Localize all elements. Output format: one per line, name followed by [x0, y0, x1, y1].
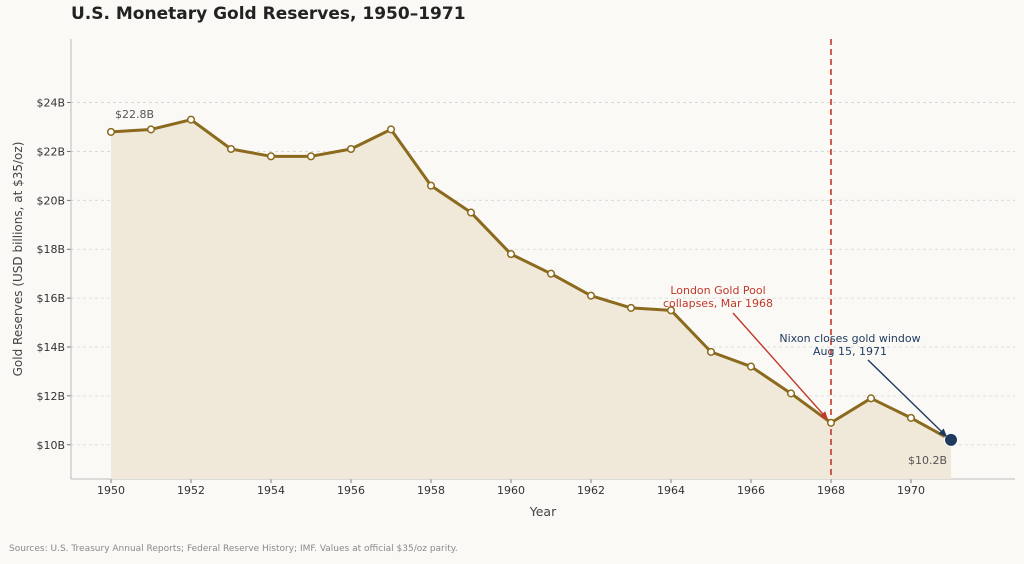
data-point	[786, 389, 796, 398]
y-tick-label: $24B	[36, 97, 65, 110]
x-tick-label: 1950	[97, 484, 125, 497]
x-tick-label: 1956	[337, 484, 365, 497]
gold-pool-arrow	[732, 312, 829, 421]
y-tick-label: $14B	[36, 341, 65, 354]
gold-pool-arrow-head	[819, 411, 828, 420]
data-point	[226, 144, 236, 154]
data-point	[626, 303, 636, 312]
x-tick-label: 1968	[817, 484, 845, 497]
data-point	[586, 291, 596, 300]
data-point	[866, 394, 876, 403]
data-point	[106, 127, 116, 136]
x-tick-label: 1952	[177, 484, 205, 497]
data-point	[306, 152, 316, 161]
x-axis-label: Year	[529, 504, 557, 519]
gold-pool-annotation: London Gold Pool collapses, Mar 1968	[663, 284, 773, 310]
data-point	[346, 144, 356, 154]
x-tick-label: 1958	[417, 484, 445, 497]
y-tick-label: $20B	[36, 194, 65, 207]
endpoint-marker	[944, 432, 958, 447]
x-tick-label: 1970	[897, 484, 925, 497]
nixon-arrow	[867, 359, 948, 438]
data-point	[746, 362, 756, 371]
x-tick-label: 1960	[497, 484, 525, 497]
end-value-label: $10.2B	[908, 454, 947, 467]
x-tick-label: 1962	[577, 484, 605, 497]
data-point	[826, 418, 836, 427]
data-point	[906, 413, 916, 422]
y-tick-label: $16B	[36, 292, 65, 305]
data-point	[466, 208, 476, 217]
y-tick-label: $22B	[36, 145, 65, 158]
x-tick-label: 1964	[657, 484, 685, 497]
series-line	[110, 118, 952, 442]
start-value-label: $22.8B	[115, 108, 154, 121]
data-point	[706, 347, 716, 356]
y-tick-label: $18B	[36, 243, 65, 256]
chart-title: U.S. Monetary Gold Reserves, 1950–1971	[71, 4, 466, 24]
x-tick-label: 1966	[737, 484, 765, 497]
nixon-arrow-head	[938, 428, 947, 437]
x-tick-label: 1954	[257, 484, 285, 497]
data-point	[186, 115, 196, 124]
area-fill	[111, 119, 951, 480]
data-point	[506, 250, 516, 259]
data-point	[266, 152, 276, 161]
sources-footer: Sources: U.S. Treasury Annual Reports; F…	[9, 544, 458, 554]
data-point	[546, 269, 556, 278]
data-point	[386, 125, 396, 134]
y-tick-label: $10B	[36, 439, 65, 452]
data-point	[666, 306, 676, 315]
nixon-annotation: Nixon closes gold window Aug 15, 1971	[779, 332, 920, 358]
data-point	[426, 181, 436, 190]
data-point	[146, 125, 156, 134]
y-tick-label: $12B	[36, 390, 65, 403]
y-axis-label: Gold Reserves (USD billions, at $35/oz)	[11, 142, 25, 377]
